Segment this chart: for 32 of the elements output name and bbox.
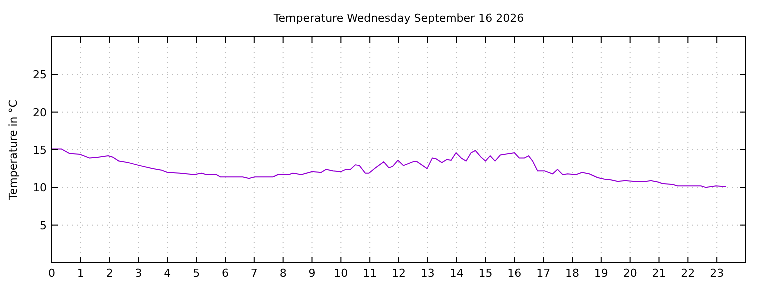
x-tick-label: 8 [280, 267, 287, 280]
y-tick-label: 15 [33, 144, 47, 157]
x-tick-label: 9 [308, 267, 316, 280]
y-tick-label: 25 [33, 68, 47, 82]
x-tick-label: 2 [106, 267, 114, 280]
x-tick-label: 4 [164, 267, 172, 280]
x-tick-label: 11 [363, 267, 378, 280]
chart-title: Temperature Wednesday September 16 2026 [272, 12, 524, 25]
x-tick-label: 21 [652, 267, 666, 280]
x-tick-label: 10 [334, 267, 348, 280]
x-tick-label: 14 [450, 267, 464, 280]
x-tick-label: 19 [594, 267, 608, 280]
y-tick-label: 20 [33, 106, 47, 120]
x-tick-label: 6 [222, 267, 229, 280]
x-tick-label: 0 [48, 267, 56, 280]
x-tick-label: 20 [623, 267, 638, 280]
x-tick-label: 23 [710, 267, 724, 280]
x-tick-label: 13 [420, 267, 435, 280]
y-tick-label: 5 [40, 219, 47, 232]
x-tick-label: 12 [392, 267, 406, 280]
x-tick-label: 16 [508, 267, 522, 280]
x-tick-label: 3 [135, 267, 142, 280]
x-tick-label: 1 [77, 267, 84, 280]
x-tick-label: 18 [566, 267, 580, 280]
x-tick-label: 17 [536, 267, 551, 280]
line-series [52, 148, 727, 188]
y-axis-title: Temperature in °C [7, 100, 20, 201]
x-tick-label: 15 [478, 267, 493, 280]
x-tick-label: 5 [193, 267, 200, 280]
x-tick-label: 22 [681, 267, 696, 280]
x-tick-label: 7 [250, 267, 258, 280]
y-tick-label: 10 [33, 182, 47, 195]
